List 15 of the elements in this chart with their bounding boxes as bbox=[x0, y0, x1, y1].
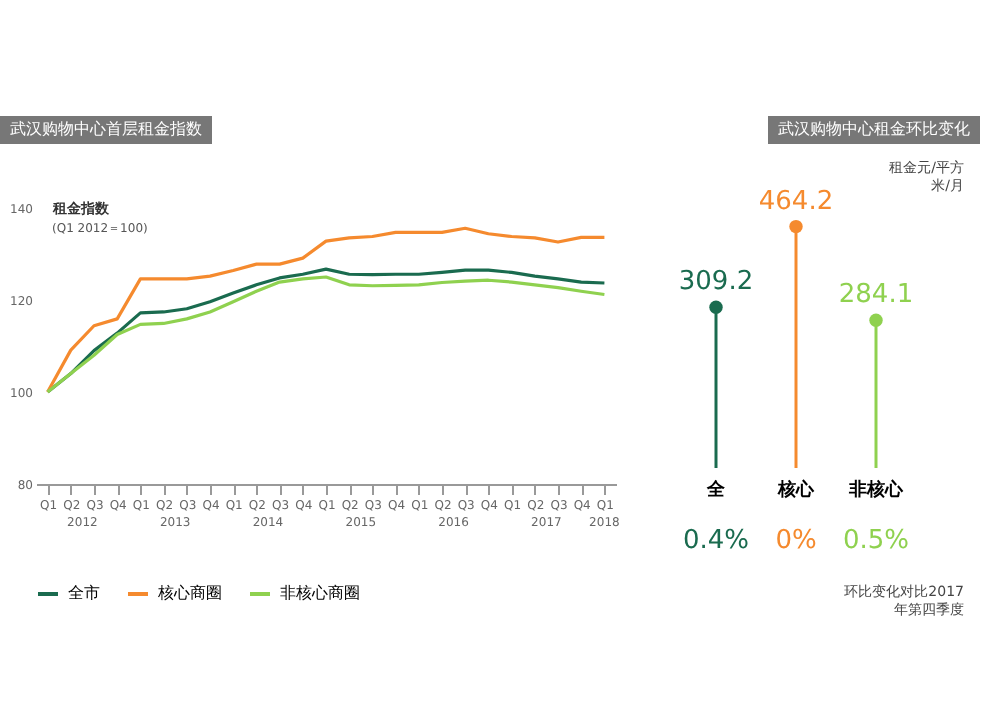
x-tick-label: 核心 bbox=[776, 479, 816, 501]
data-label: 284.1 bbox=[838, 280, 914, 311]
text: 0.4% bbox=[682, 526, 750, 556]
data-label: 309.2 bbox=[678, 267, 754, 298]
x-tick-label: 非核心 bbox=[847, 479, 905, 501]
legend-label: 全市 bbox=[68, 584, 100, 602]
text: 0.5% bbox=[842, 526, 910, 556]
chart-title: 武汉购物中心首层租金指数 bbox=[0, 116, 212, 144]
legend-label: 核心商圈 bbox=[156, 584, 222, 602]
x-tick-label: 全 bbox=[705, 479, 727, 501]
legend-label: 非核心商圈 bbox=[280, 584, 360, 602]
chart-title: 武汉购物中心租金环比变化 bbox=[768, 116, 980, 144]
data-label: 464.2 bbox=[758, 186, 834, 217]
line-series bbox=[46, 226, 606, 394]
text: 0% bbox=[775, 526, 817, 556]
